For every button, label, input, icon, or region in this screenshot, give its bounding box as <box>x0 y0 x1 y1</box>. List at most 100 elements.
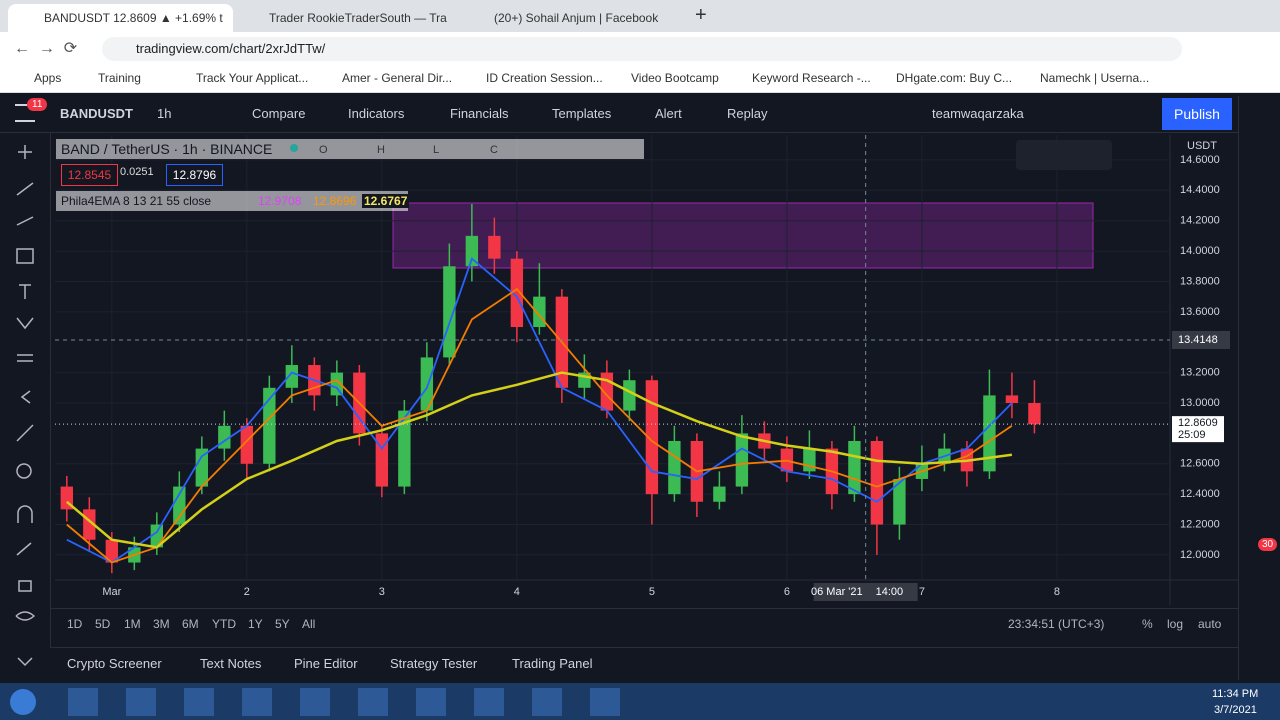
taskbar <box>0 683 1280 720</box>
chart-title: BAND / TetherUS · 1h · BINANCE <box>61 141 273 157</box>
chart: 12.0000 12.2000 12.4000 12.6000 13.0000 13.20… <box>55 135 1238 605</box>
timeframe[interactable]: 6M <box>182 617 199 631</box>
bookmark[interactable]: Track Your Applicat... <box>196 71 309 85</box>
y-tick-label: 14.4000 <box>1180 184 1220 196</box>
bookmark[interactable]: Video Bootcamp <box>631 71 719 85</box>
candle-body <box>645 380 659 495</box>
timeframe[interactable]: 5Y <box>275 617 290 631</box>
indicator-value: 12.9708 <box>258 194 302 208</box>
timeframe[interactable]: 5D <box>95 617 111 631</box>
publish-button[interactable]: Publish <box>1162 98 1232 130</box>
x-tick-label: 3 <box>379 586 385 598</box>
bookmark[interactable]: Training <box>98 71 141 85</box>
bookmark[interactable]: ID Creation Session... <box>486 71 603 85</box>
bid[interactable]: 12.8545 <box>61 164 118 186</box>
scale-option[interactable]: log <box>1167 617 1184 631</box>
timeframe[interactable]: 1Y <box>248 617 263 631</box>
toolbar-item[interactable]: Alert <box>655 106 682 121</box>
candle-body <box>983 395 996 472</box>
bookmark[interactable]: Amer - General Dir... <box>342 71 453 85</box>
new-tab[interactable]: + <box>695 4 707 26</box>
timeframe[interactable]: All <box>302 617 316 631</box>
browser-tab[interactable]: Trader RookieTraderSouth — Tra <box>269 11 447 25</box>
x-tick-label: Mar <box>102 586 121 598</box>
menu-icon[interactable] <box>15 104 35 122</box>
tool-icons <box>15 145 36 667</box>
last-price-box <box>1172 416 1224 443</box>
timeframe[interactable]: YTD <box>212 617 236 631</box>
timeframe[interactable]: 1M <box>124 617 141 631</box>
last-price: 12.8609 <box>1178 417 1218 429</box>
spread: 0.0251 <box>120 166 154 178</box>
candle-body <box>465 235 479 267</box>
candle-body <box>713 486 726 502</box>
left-toolbar <box>0 133 51 678</box>
start-button[interactable] <box>10 689 36 715</box>
bookmark[interactable]: Keyword Research -... <box>752 71 871 85</box>
bookmark[interactable]: Apps <box>34 71 62 85</box>
y-tick-label: 13.8000 <box>1180 275 1220 287</box>
bottom-tab[interactable]: Crypto Screener <box>67 656 162 671</box>
y-tick-label: 12.4000 <box>1180 488 1220 500</box>
candle-body <box>263 387 276 464</box>
toolbar-item[interactable]: Replay <box>727 106 768 121</box>
y-tick-label: 14.6000 <box>1180 154 1220 166</box>
toolbar-item[interactable]: Compare <box>252 106 306 121</box>
candle-body <box>195 448 209 487</box>
candle-body <box>375 433 389 487</box>
y-tick-label: 12.2000 <box>1180 518 1220 530</box>
bottom-tab[interactable]: Strategy Tester <box>390 656 478 671</box>
timeframe[interactable]: 3M <box>153 617 170 631</box>
toolbar-item[interactable]: Templates <box>552 106 612 121</box>
indicator-label: Phila4EMA 8 13 21 55 close <box>61 194 212 208</box>
indicator-bg <box>56 191 408 211</box>
bookmark[interactable]: DHgate.com: Buy C... <box>896 71 1013 85</box>
y-tick-label: 12.0000 <box>1180 549 1220 561</box>
bookmark[interactable]: Namechk | Userna... <box>1040 71 1150 85</box>
timeframe-bar <box>50 608 1238 641</box>
nav-buttons[interactable]: ← → ⟳ <box>14 40 78 57</box>
timeframe[interactable]: 1D <box>67 617 83 631</box>
currency: USDT <box>1187 140 1217 152</box>
ohlc-letter: O <box>319 144 328 156</box>
url[interactable]: tradingview.com/chart/2xrJdTTw/ <box>102 37 1182 61</box>
sidebar-badge: 30 <box>1258 538 1278 551</box>
x-tick-label: 5 <box>649 586 655 598</box>
toolbar-item[interactable]: Financials <box>450 106 509 121</box>
browser-tab[interactable]: BANDUSDT 12.8609 ▲ +1.69% t <box>8 4 233 32</box>
browser-tab[interactable]: (20+) Sohail Anjum | Facebook <box>494 11 659 25</box>
ohlc-letter: H <box>377 144 385 156</box>
candle-body <box>173 486 186 525</box>
bottom-tab[interactable]: Text Notes <box>200 656 262 671</box>
crosshair-price: 13.4148 <box>1178 334 1218 346</box>
candle-body <box>285 365 299 388</box>
legend-bg <box>56 139 644 159</box>
interval[interactable]: 1h <box>157 106 172 121</box>
task-time: 11:34 PM <box>1212 688 1259 700</box>
candle-body <box>330 372 344 396</box>
candle-body <box>240 425 254 464</box>
y-tick-label: 14.0000 <box>1180 245 1220 257</box>
candle-body <box>623 380 636 411</box>
scale-option[interactable]: auto <box>1198 617 1222 631</box>
candle-body <box>420 357 434 411</box>
zone-box[interactable] <box>392 202 1094 269</box>
symbol[interactable]: BANDUSDT <box>60 106 133 121</box>
drawing-toolbar[interactable] <box>1016 140 1112 170</box>
x-tick-label: 7 <box>919 586 925 598</box>
task-date: 3/7/2021 <box>1214 704 1257 716</box>
ask[interactable]: 12.8796 <box>166 164 223 186</box>
bottom-tab[interactable]: Pine Editor <box>294 656 358 671</box>
x-tick-label: 4 <box>514 586 520 598</box>
user[interactable]: teamwaqarzaka <box>932 106 1024 121</box>
indicator-value: 12.6767 <box>362 194 410 208</box>
toolbar-item[interactable]: Indicators <box>348 106 405 121</box>
bottom-tab[interactable]: Trading Panel <box>512 656 593 671</box>
right-sidebar <box>1238 96 1280 680</box>
notification-badge: 11 <box>27 98 48 111</box>
y-tick-label: 13.0000 <box>1180 397 1220 409</box>
taskbar-apps[interactable] <box>68 688 628 716</box>
scale-option[interactable]: % <box>1142 617 1153 631</box>
candle-body <box>668 440 681 495</box>
